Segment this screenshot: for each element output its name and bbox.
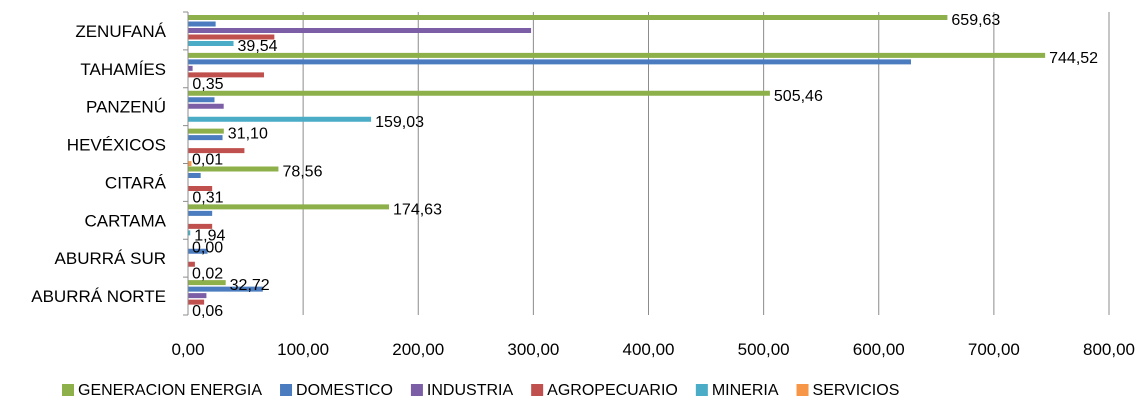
- data-labels: 659,63 39,54 744,52 0,35 505,46 159,03 31,10 0,…: [192, 12, 1098, 320]
- bar-domestico-zenufana: [188, 21, 216, 27]
- bar-generacion-energia-citara: [188, 166, 279, 172]
- bar-domestico-aburra-norte: [188, 286, 263, 292]
- data-label: 0,06: [192, 303, 223, 320]
- x-tick-label: 0,00: [171, 340, 204, 359]
- data-label: 31,10: [228, 126, 268, 143]
- category-label: CITARÁ: [105, 173, 167, 192]
- category-label: TAHAMÍES: [80, 60, 166, 79]
- category-label: PANZENÚ: [86, 98, 166, 117]
- bar-industria-panzenu: [188, 103, 224, 109]
- bar-domestico-aburra-sur: [188, 248, 208, 254]
- data-label: 78,56: [282, 164, 322, 181]
- x-tick-label: 100,00: [277, 340, 329, 359]
- category-label: ZENUFANÁ: [75, 22, 166, 41]
- legend-label: AGROPECUARIO: [547, 382, 678, 399]
- category-label: HEVÉXICOS: [67, 136, 166, 155]
- bar-agropecuario-citara: [188, 186, 213, 191]
- x-tick-label: 800,00: [1083, 340, 1135, 359]
- bar-agropecuario-hevexicos: [188, 148, 245, 154]
- chart-axes: [183, 11, 189, 316]
- data-label: 0,35: [192, 76, 223, 93]
- data-label: 744,52: [1049, 50, 1098, 67]
- bar-domestico-cartama: [188, 210, 213, 216]
- x-tick-labels: 0,00 100,00 200,00 300,00 400,00 500,00 600,00…: [171, 340, 1135, 359]
- bar-domestico-panzenu: [188, 97, 215, 103]
- bar-agropecuario-aburra-sur: [188, 261, 195, 267]
- bar-generacion-energia-aburra-norte: [188, 280, 226, 286]
- legend-label: GENERACION ENERGIA: [78, 382, 262, 399]
- x-tick-label: 500,00: [738, 340, 790, 359]
- bar-mineria-panzenu: [188, 116, 372, 122]
- legend-label: INDUSTRIA: [427, 382, 514, 399]
- legend-label: SERVICIOS: [813, 382, 900, 399]
- bar-agropecuario-zenufana: [188, 34, 275, 40]
- data-label: 32,72: [230, 277, 270, 294]
- bar-generacion-energia-tahamies: [188, 52, 1046, 58]
- bar-industria-aburra-norte: [188, 293, 207, 299]
- bar-generacion-energia-panzenu: [188, 90, 770, 96]
- data-label: 0,01: [192, 152, 223, 169]
- bar-domestico-tahamies: [188, 59, 911, 65]
- bar-domestico-citara: [188, 173, 201, 178]
- bar-agropecuario-tahamies: [188, 72, 264, 78]
- bar-mineria-zenufana: [188, 41, 234, 46]
- x-tick-label: 600,00: [853, 340, 905, 359]
- data-label: 174,63: [393, 201, 442, 218]
- data-label: 0,00: [192, 239, 223, 256]
- legend-swatch-generacion-energia: [62, 384, 74, 396]
- category-labels: ZENUFANÁ TAHAMÍES PANZENÚ HEVÉXICOS CITARÁ CA…: [31, 22, 166, 306]
- category-label: ABURRÁ SUR: [55, 249, 166, 268]
- bar-generacion-energia-cartama: [188, 204, 390, 210]
- x-tick-label: 300,00: [507, 340, 559, 359]
- bar-domestico-hevexicos: [188, 135, 223, 141]
- data-label: 0,02: [192, 265, 223, 282]
- legend-label: MINERIA: [712, 382, 779, 399]
- legend-swatch-mineria: [695, 384, 708, 396]
- data-label: 505,46: [774, 88, 823, 105]
- category-label: ABURRÁ NORTE: [31, 287, 166, 306]
- bar-agropecuario-aburra-norte: [188, 299, 205, 305]
- category-label: CARTAMA: [84, 211, 166, 230]
- bar-mineria-cartama: [188, 230, 191, 236]
- data-label: 1,94: [194, 227, 225, 244]
- legend-swatch-agropecuario: [531, 384, 544, 396]
- bar-generacion-energia-hevexicos: [188, 128, 224, 134]
- legend-swatch-domestico: [280, 384, 293, 396]
- data-label: 159,03: [375, 114, 424, 131]
- bar-servicios-hevexicos: [188, 161, 192, 167]
- legend-swatch-servicios: [796, 384, 809, 396]
- chart-legend: GENERACION ENERGIA DOMESTICO INDUSTRIA AGRO…: [62, 382, 899, 399]
- legend-label: DOMESTICO: [296, 382, 393, 399]
- bar-industria-zenufana: [188, 28, 532, 33]
- x-tick-label: 400,00: [623, 340, 675, 359]
- legend-swatch-industria: [410, 384, 423, 396]
- data-label: 659,63: [951, 12, 1000, 29]
- x-tick-label: 700,00: [968, 340, 1020, 359]
- bar-generacion-energia-zenufana: [188, 15, 948, 20]
- bar-agropecuario-cartama: [188, 223, 213, 229]
- data-label: 0,31: [192, 190, 223, 207]
- x-tick-label: 200,00: [392, 340, 444, 359]
- chart-bars: [188, 15, 1046, 312]
- data-label: 39,54: [238, 38, 278, 55]
- bar-industria-tahamies: [188, 65, 193, 71]
